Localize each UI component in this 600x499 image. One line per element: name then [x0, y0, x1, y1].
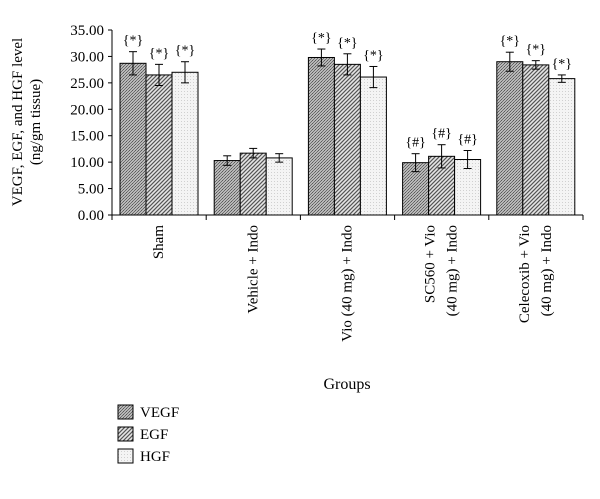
legend-swatch-hgf [117, 448, 134, 464]
significance-label: {#} [405, 136, 425, 151]
significance-annotations: {*} {*} {#} {*} {*} {*} {#} {*} {*} {*} {#} {*} [123, 31, 572, 151]
y-tick-label: 35.00 [70, 23, 104, 39]
y-tick-label: 5.00 [78, 182, 104, 198]
y-tick-label: 10.00 [70, 155, 104, 171]
x-category-label: (40 mg) + Indo [445, 225, 461, 316]
legend-swatch-egf [117, 426, 134, 442]
x-axis-title: Groups [323, 376, 370, 393]
bar-vegf [213, 160, 241, 216]
y-tick-label: 30.00 [70, 49, 104, 65]
y-tick-label: 20.00 [70, 102, 104, 118]
significance-label: {*} [363, 48, 383, 63]
bar-vegf [307, 56, 335, 216]
x-category-label: SC560 + Vio [423, 225, 439, 303]
x-category-label: Vio (40 mg) + Indo [340, 225, 356, 342]
legend-label: EGF [140, 427, 168, 443]
legend: VEGF EGF HGF [117, 404, 179, 465]
x-axis: Sham Vehicle + Indo Vio (40 mg) + Indo SC56… [111, 214, 584, 342]
x-category-label: (40 mg) + Indo [539, 225, 555, 316]
legend-swatch-vegf [117, 404, 134, 420]
bar-hgf [359, 76, 387, 216]
bar-vegf [119, 62, 147, 216]
bar-hgf [171, 71, 199, 216]
y-axis-title: VEGF, EGF, and HGF level (ng/gm tissue) [10, 38, 44, 206]
legend-label: VEGF [140, 405, 179, 421]
bar-hgf [265, 157, 293, 216]
significance-label: {*} [500, 34, 520, 49]
significance-label: {*} [337, 36, 357, 51]
y-tick-label: 0.00 [78, 208, 104, 224]
x-category-label: Celecoxib + Vio [517, 225, 533, 323]
y-tick-label: 25.00 [70, 76, 104, 92]
significance-label: {*} [552, 57, 572, 72]
error-bars [129, 48, 566, 173]
x-axis-title: Groups [323, 376, 370, 393]
y-axis-title-line: VEGF, EGF, and HGF level [10, 38, 26, 206]
x-category-label: Vehicle + Indo [245, 225, 261, 313]
y-axis: 0.00 5.00 10.00 15.00 20.00 25.00 30.00 35.00 [70, 23, 113, 224]
bars [119, 56, 576, 216]
bar-egf [145, 74, 173, 216]
significance-label: {*} [123, 34, 143, 49]
significance-label: {*} [175, 44, 195, 59]
x-category-label: Sham [151, 225, 167, 260]
bar-egf [239, 152, 267, 216]
significance-label: {*} [311, 31, 331, 46]
significance-label: {*} [149, 46, 169, 61]
y-axis-title-line: (ng/gm tissue) [28, 79, 44, 165]
bar-egf [333, 63, 361, 216]
significance-label: {*} [526, 43, 546, 58]
y-tick-label: 15.00 [70, 129, 104, 145]
legend-label: HGF [140, 449, 170, 465]
significance-label: {#} [431, 127, 451, 142]
bar-egf [522, 64, 550, 216]
bar-hgf [548, 78, 576, 216]
bar-vegf [496, 61, 524, 216]
significance-label: {#} [457, 133, 477, 148]
